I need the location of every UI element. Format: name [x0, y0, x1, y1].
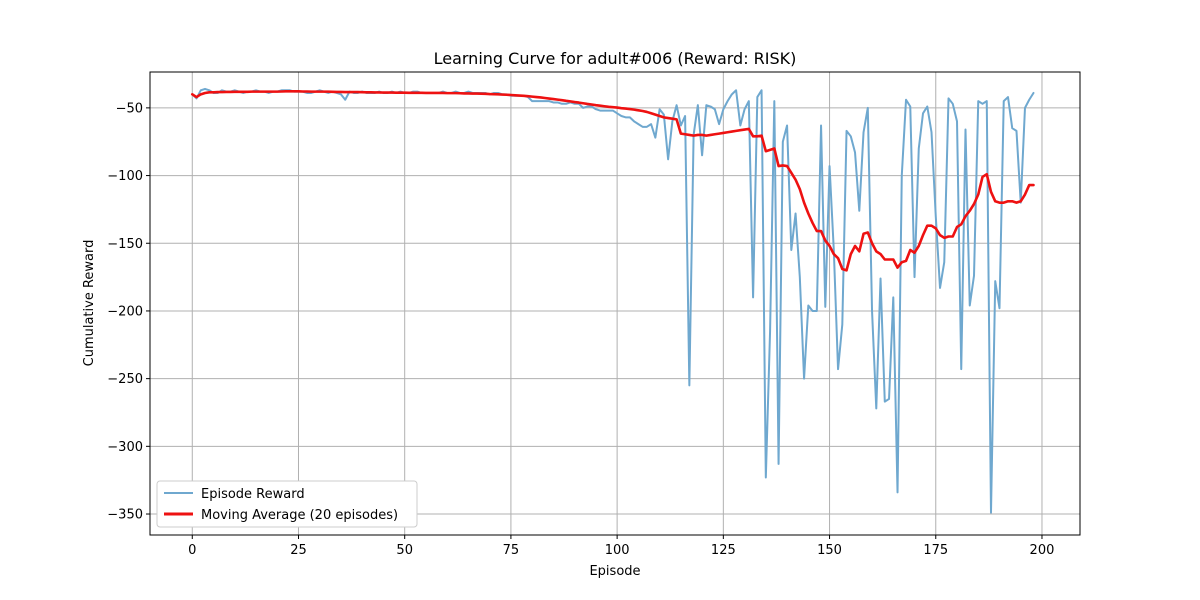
x-tick-label: 75 [503, 543, 520, 558]
x-tick-label: 200 [1030, 543, 1055, 558]
chart-title: Learning Curve for adult#006 (Reward: RI… [434, 49, 797, 68]
grid-lines [150, 72, 1080, 535]
x-tick-label: 100 [605, 543, 630, 558]
y-tick-label: −100 [107, 169, 143, 184]
x-tick-label: 125 [711, 543, 736, 558]
legend-moving-average-label: Moving Average (20 episodes) [201, 508, 398, 523]
y-tick-label: −350 [107, 508, 143, 523]
x-axis-label: Episode [589, 564, 640, 579]
y-tick-label: −50 [116, 101, 143, 116]
x-tick-label: 0 [188, 543, 196, 558]
axis-ticks: 0 25 50 75 100 125 150 175 200 −350 −300 −250 −200 −1… [107, 101, 1054, 558]
x-tick-label: 150 [817, 543, 842, 558]
y-tick-label: −150 [107, 237, 143, 252]
plot-frame [149, 71, 1081, 536]
y-axis-label: Cumulative Reward [82, 240, 97, 367]
y-tick-label: −250 [107, 372, 143, 387]
legend: Episode Reward Moving Average (20 episod… [156, 480, 418, 528]
plot-area: 0 25 50 75 100 125 150 175 200 −350 −300 −250 −200 −1… [107, 71, 1081, 558]
moving-average-line [190, 90, 1035, 272]
data-lines [190, 87, 1035, 514]
x-tick-label: 175 [923, 543, 948, 558]
legend-episode-reward-label: Episode Reward [201, 487, 305, 502]
legend-box [156, 480, 418, 528]
x-tick-label: 50 [396, 543, 413, 558]
y-tick-label: −300 [107, 440, 143, 455]
plot-background [150, 72, 1080, 535]
y-tick-label: −200 [107, 304, 143, 319]
x-tick-label: 25 [290, 543, 307, 558]
